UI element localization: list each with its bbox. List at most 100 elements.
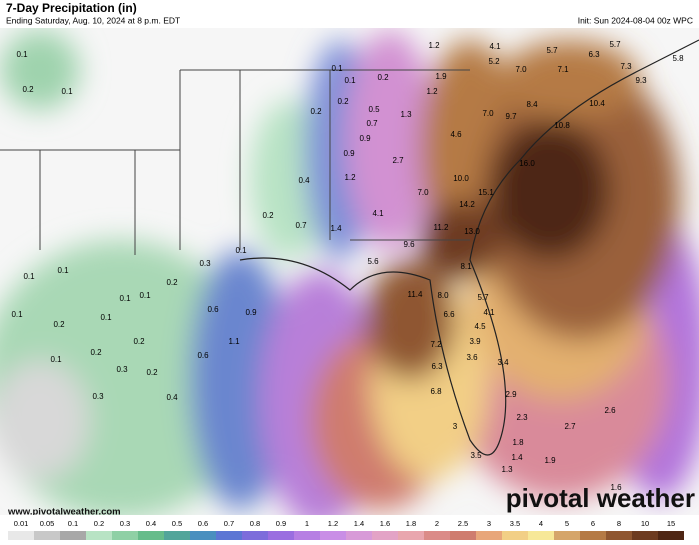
map-value-label: 0.3 xyxy=(199,259,211,268)
map-value-label: 3.5 xyxy=(470,451,482,460)
map-value-label: 0.1 xyxy=(61,87,73,96)
map-value-label: 9.7 xyxy=(505,112,517,121)
colorbar-swatch xyxy=(294,531,320,540)
colorbar-swatch xyxy=(8,531,34,540)
map-value-label: 0.1 xyxy=(331,64,343,73)
colorbar-label: 0.5 xyxy=(172,519,182,528)
colorbar-swatch xyxy=(528,531,554,540)
colorbar-label: 0.6 xyxy=(198,519,208,528)
map-value-label: 6.8 xyxy=(430,387,442,396)
logo: pivotal weather xyxy=(506,483,695,513)
map-value-label: 7.1 xyxy=(557,65,569,74)
map-value-label: 0.1 xyxy=(16,50,28,59)
map-value-label: 5.7 xyxy=(546,46,558,55)
map-value-label: 1.8 xyxy=(512,438,524,447)
map-value-label: 0.3 xyxy=(92,392,104,401)
map-value-label: 0.1 xyxy=(119,294,131,303)
colorbar-label: 0.01 xyxy=(14,519,29,528)
map-value-label: 6.3 xyxy=(588,50,600,59)
map-value-label: 1.2 xyxy=(426,87,438,96)
map-value-label: 3 xyxy=(453,422,458,431)
map-value-label: 0.2 xyxy=(22,85,34,94)
map-value-label: 2.6 xyxy=(604,406,616,415)
colorbar-swatch xyxy=(138,531,164,540)
colorbar-label: 0.1 xyxy=(68,519,78,528)
colorbar-swatch xyxy=(34,531,60,540)
map-value-label: 1.9 xyxy=(544,456,556,465)
colorbar-swatch xyxy=(398,531,424,540)
map-value-label: 0.1 xyxy=(344,76,356,85)
map-value-label: 0.7 xyxy=(295,221,307,230)
map-value-label: 0.6 xyxy=(197,351,209,360)
colorbar-label: 3 xyxy=(487,519,491,528)
map-value-label: 13.0 xyxy=(464,227,480,236)
colorbar-swatch xyxy=(320,531,346,540)
map-value-label: 0.1 xyxy=(11,310,23,319)
map-value-label: 0.1 xyxy=(57,266,69,275)
colorbar-label: 0.3 xyxy=(120,519,130,528)
map-value-label: 3.9 xyxy=(469,337,481,346)
map-value-label: 5.7 xyxy=(477,293,489,302)
init-time: Init: Sun 2024-08-04 00z WPC xyxy=(578,15,693,25)
map-value-label: 10.4 xyxy=(589,99,605,108)
colorbar-swatch xyxy=(450,531,476,540)
colorbar-swatch xyxy=(632,531,658,540)
map-value-label: 1.6 xyxy=(610,483,622,492)
colorbar-swatch xyxy=(658,531,684,540)
map-value-label: 0.2 xyxy=(166,278,178,287)
map-value-label: 8.1 xyxy=(460,262,472,271)
map-value-label: 0.3 xyxy=(116,365,128,374)
map-value-label: 0.1 xyxy=(235,246,247,255)
colorbar-swatch xyxy=(554,531,580,540)
map-value-label: 1.9 xyxy=(435,72,447,81)
map-value-label: 4.6 xyxy=(450,130,462,139)
map-value-label: 0.9 xyxy=(343,149,355,158)
precip-map xyxy=(0,28,699,515)
colorbar-swatch xyxy=(502,531,528,540)
map-value-label: 0.1 xyxy=(23,272,35,281)
colorbar-label: 2.5 xyxy=(458,519,468,528)
title: 7-Day Precipitation (in) xyxy=(6,1,137,15)
colorbar-label: 1.2 xyxy=(328,519,338,528)
colorbar-swatch xyxy=(164,531,190,540)
map-value-label: 16.0 xyxy=(519,159,535,168)
map-value-label: 8.4 xyxy=(526,100,538,109)
map-value-label: 14.2 xyxy=(459,200,475,209)
map-value-label: 2.3 xyxy=(516,413,528,422)
colorbar-swatch xyxy=(242,531,268,540)
colorbar-label: 1.8 xyxy=(406,519,416,528)
map-value-label: 3.4 xyxy=(497,358,509,367)
map-value-label: 6.3 xyxy=(431,362,443,371)
colorbar-label: 0.9 xyxy=(276,519,286,528)
colorbar-label: 0.8 xyxy=(250,519,260,528)
map-value-label: 0.9 xyxy=(245,308,257,317)
map-value-label: 15.1 xyxy=(478,188,494,197)
colorbar-swatch xyxy=(60,531,86,540)
colorbar-label: 6 xyxy=(591,519,595,528)
colorbar-swatch xyxy=(424,531,450,540)
map-value-label: 1.4 xyxy=(511,453,523,462)
map-value-label: 0.2 xyxy=(310,107,322,116)
map-value-label: 5.6 xyxy=(367,257,379,266)
colorbar-label: 3.5 xyxy=(510,519,520,528)
map-value-label: 5.2 xyxy=(488,57,500,66)
colorbar-label: 15 xyxy=(667,519,675,528)
map-value-label: 4.1 xyxy=(372,209,384,218)
map-value-label: 0.2 xyxy=(90,348,102,357)
map-value-label: 5.7 xyxy=(609,40,621,49)
map-value-label: 7.2 xyxy=(430,340,442,349)
colorbar-label: 0.4 xyxy=(146,519,156,528)
colorbar-label: 0.7 xyxy=(224,519,234,528)
colorbar-swatch xyxy=(216,531,242,540)
colorbar-label: 8 xyxy=(617,519,621,528)
map-value-label: 6.6 xyxy=(443,310,455,319)
map-value-label: 11.4 xyxy=(408,290,424,299)
map-value-label: 0.4 xyxy=(298,176,310,185)
colorbar-swatch xyxy=(346,531,372,540)
colorbar-label: 0.2 xyxy=(94,519,104,528)
map-value-label: 0.9 xyxy=(359,134,371,143)
map-value-label: 10.0 xyxy=(453,174,469,183)
map-value-label: 7.0 xyxy=(515,65,527,74)
map-value-label: 1.3 xyxy=(501,465,513,474)
map-value-label: 3.6 xyxy=(466,353,478,362)
